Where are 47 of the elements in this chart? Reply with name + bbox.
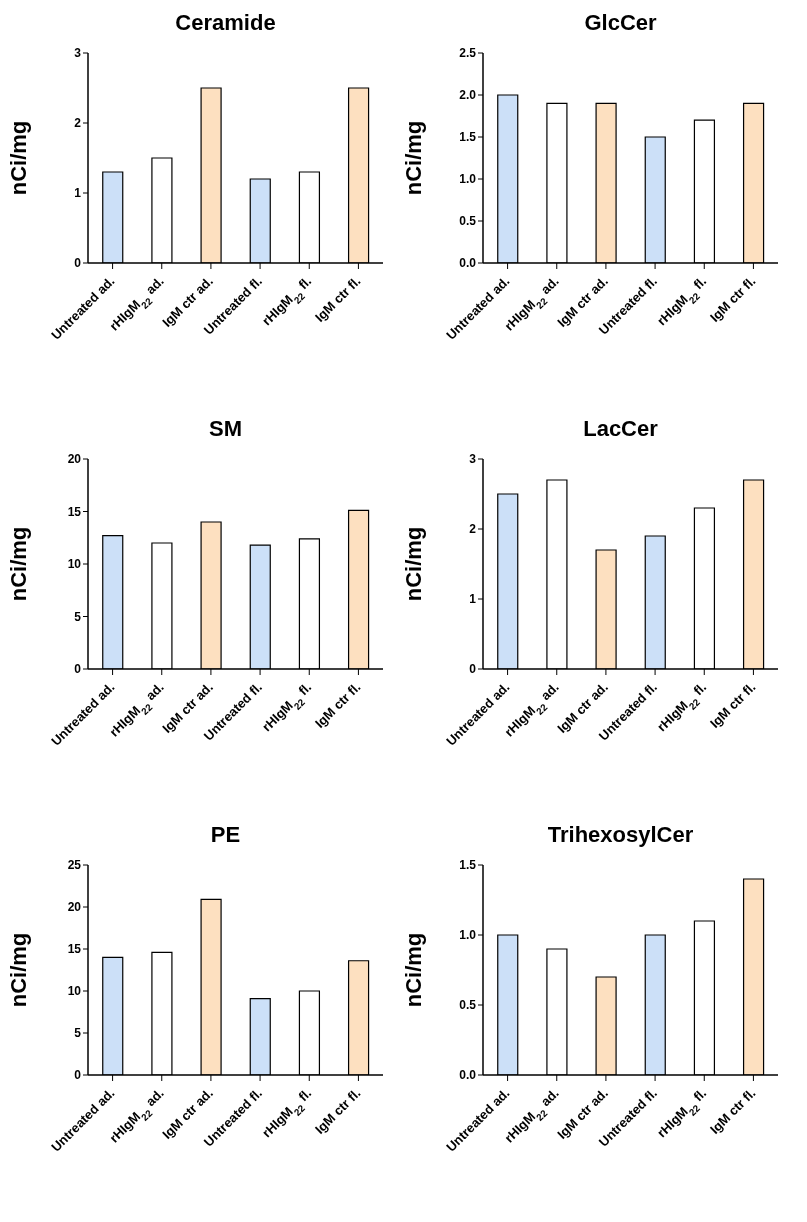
- chart-title: TrihexosylCer: [546, 821, 695, 849]
- y-tick-label: 2.0: [459, 88, 477, 103]
- y-axis-title: nCi/mg: [5, 932, 31, 1008]
- y-tick-label: 5: [74, 1026, 82, 1041]
- y-tick-label: 2.5: [459, 46, 477, 61]
- y-tick-label: 0.0: [459, 1068, 477, 1083]
- y-axis-title: nCi/mg: [5, 120, 31, 196]
- y-tick-label: 2: [469, 522, 477, 537]
- chart-title: GlcCer: [583, 9, 658, 37]
- x-tick-label: IgM ctr fl.: [706, 679, 759, 731]
- chart-title: LacCer: [582, 415, 659, 443]
- y-axis-title: nCi/mg: [5, 526, 31, 602]
- y-tick-label: 1.5: [459, 130, 477, 145]
- y-tick-label: 10: [67, 557, 82, 572]
- y-tick-label: 15: [67, 942, 82, 957]
- y-tick-label: 15: [67, 504, 82, 519]
- chart-title: Ceramide: [174, 9, 277, 37]
- x-tick-label: IgM ctr fl.: [706, 273, 759, 325]
- chart-title: SM: [208, 415, 243, 443]
- y-axis-title: nCi/mg: [400, 120, 426, 196]
- y-tick-label: 0: [74, 662, 82, 677]
- y-tick-label: 0: [74, 256, 82, 271]
- x-tick-label: IgM ctr fl.: [706, 1085, 759, 1137]
- y-tick-label: 1.0: [459, 172, 477, 187]
- y-tick-label: 3: [74, 46, 82, 61]
- x-tick-label: IgM ctr fl.: [311, 1085, 364, 1137]
- y-tick-label: 3: [469, 452, 477, 467]
- y-tick-label: 0: [74, 1068, 82, 1083]
- x-tick-label: IgM ctr fl.: [311, 273, 364, 325]
- y-axis-title: nCi/mg: [400, 932, 426, 1008]
- y-tick-label: 25: [67, 858, 82, 873]
- y-tick-label: 5: [74, 609, 82, 624]
- y-tick-label: 20: [67, 452, 82, 467]
- y-axis-title: nCi/mg: [400, 526, 426, 602]
- y-tick-label: 20: [67, 900, 82, 915]
- chart-title: PE: [209, 821, 242, 849]
- y-tick-label: 1.0: [459, 928, 477, 943]
- y-tick-label: 1.5: [459, 858, 477, 873]
- y-tick-label: 0.5: [459, 998, 477, 1013]
- y-tick-label: 0: [469, 662, 477, 677]
- y-tick-label: 1: [74, 186, 82, 201]
- y-tick-label: 0.5: [459, 214, 477, 229]
- y-tick-label: 0.0: [459, 256, 477, 271]
- y-tick-label: 10: [67, 984, 82, 999]
- x-tick-label: IgM ctr fl.: [311, 679, 364, 731]
- y-tick-label: 1: [469, 592, 477, 607]
- y-tick-label: 2: [74, 116, 82, 131]
